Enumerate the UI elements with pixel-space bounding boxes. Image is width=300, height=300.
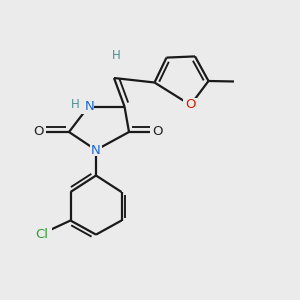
Text: O: O [185, 98, 196, 112]
Text: N: N [91, 143, 101, 157]
Text: N: N [85, 100, 94, 113]
FancyBboxPatch shape [110, 50, 122, 61]
Text: Cl: Cl [35, 227, 48, 241]
FancyBboxPatch shape [234, 75, 261, 88]
FancyBboxPatch shape [90, 144, 102, 156]
Text: H: H [71, 98, 80, 112]
FancyBboxPatch shape [31, 227, 52, 241]
FancyBboxPatch shape [31, 125, 46, 139]
Text: O: O [33, 125, 44, 139]
FancyBboxPatch shape [183, 98, 198, 112]
FancyBboxPatch shape [71, 99, 94, 114]
Text: H: H [112, 49, 121, 62]
FancyBboxPatch shape [150, 125, 165, 139]
Text: O: O [152, 125, 163, 139]
